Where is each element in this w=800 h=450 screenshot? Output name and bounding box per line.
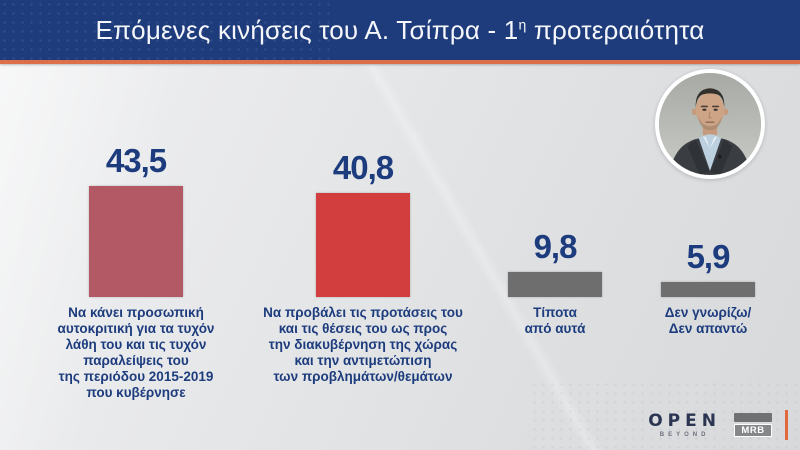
category-label: Να κάνει προσωπική αυτοκριτική για τα τυ… [57, 305, 215, 400]
chart-column: 43,5 Να κάνει προσωπική αυτοκριτική για … [31, 64, 241, 450]
accent-line [0, 60, 800, 64]
bar [661, 282, 755, 297]
header-bar: Επόμενες κινήσεις του Α. Τσίπρα - 1η προ… [0, 0, 800, 60]
page-title-superscript: η [518, 15, 527, 32]
chart-column: 5,9 Δεν γνωρίζω/ Δεν απαντώ [623, 64, 793, 450]
category-label: Τίποτα από αυτά [524, 305, 586, 336]
mrb-logo-bar [734, 412, 772, 422]
orange-divider [785, 410, 788, 440]
value-label: 43,5 [105, 142, 167, 179]
chart-column: 40,8 Να προβάλει τις προτάσεις του και τ… [243, 64, 483, 450]
page-title-suffix: προτεραιότητα [526, 14, 705, 45]
open-logo-text: OPEN [648, 410, 721, 431]
value-label: 40,8 [332, 149, 394, 186]
mrb-logo: MRB [734, 412, 772, 438]
bar [316, 193, 410, 297]
bar [508, 272, 602, 297]
open-logo: OPEN BEYOND [648, 410, 721, 438]
tsipras-portrait-illustration [659, 73, 761, 175]
page-title-text: Επόμενες κινήσεις του Α. Τσίπρα - 1 [95, 14, 519, 45]
category-label: Δεν γνωρίζω/ Δεν απαντώ [664, 305, 752, 336]
value-label: 5,9 [686, 238, 731, 275]
value-label: 9,8 [533, 228, 578, 265]
chart-column: 9,8 Τίποτα από αυτά [480, 64, 630, 450]
category-label: Να προβάλει τις προτάσεις του και τις θέ… [263, 305, 463, 384]
bar-chart: 43,5 Να κάνει προσωπική αυτοκριτική για … [0, 64, 800, 450]
bar [89, 186, 183, 297]
page-title: Επόμενες κινήσεις του Α. Τσίπρα - 1η προ… [96, 15, 705, 46]
mrb-logo-text: MRB [734, 423, 772, 438]
open-logo-tagline: BEYOND [659, 431, 710, 438]
footer-branding: OPEN BEYOND MRB [648, 410, 788, 440]
tsipras-photo [655, 69, 765, 179]
